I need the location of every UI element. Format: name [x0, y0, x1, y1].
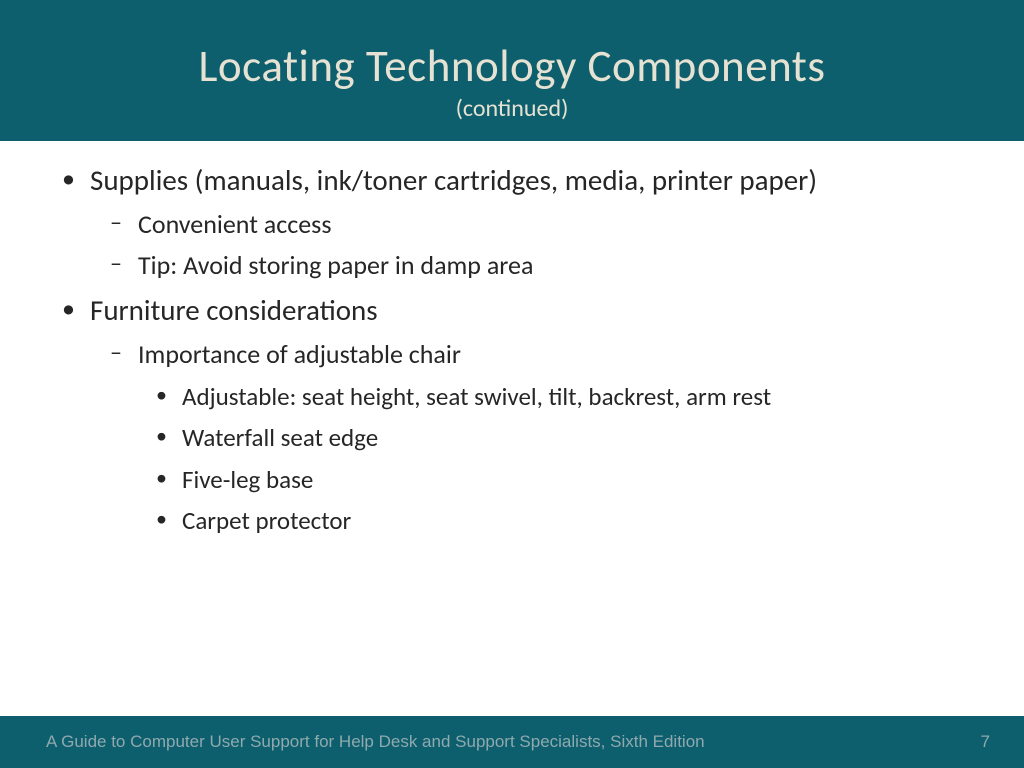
list-item: Waterfall seat edge — [182, 419, 974, 457]
slide: Locating Technology Components (continue… — [0, 0, 1024, 768]
slide-body: Supplies (manuals, ink/toner cartridges,… — [0, 141, 1024, 717]
list-item: Convenient access — [138, 206, 974, 244]
page-number: 7 — [950, 732, 990, 752]
bullet-text: Importance of adjustable chair — [138, 338, 461, 370]
slide-footer: A Guide to Computer User Support for Hel… — [0, 716, 1024, 768]
bullet-text: Supplies (manuals, ink/toner cartridges,… — [90, 162, 817, 198]
bullet-list: Importance of adjustable chair Adjustabl… — [90, 336, 974, 540]
bullet-list: Adjustable: seat height, seat swivel, ti… — [138, 378, 974, 540]
list-item: Tip: Avoid storing paper in damp area — [138, 247, 974, 285]
list-item: Adjustable: seat height, seat swivel, ti… — [182, 378, 974, 416]
list-item: Furniture considerations Importance of a… — [90, 291, 974, 540]
bullet-text: Convenient access — [138, 208, 332, 240]
bullet-list: Supplies (manuals, ink/toner cartridges,… — [50, 161, 974, 540]
list-item: Carpet protector — [182, 502, 974, 540]
slide-subtitle: (continued) — [20, 94, 1004, 123]
bullet-text: Carpet protector — [182, 505, 351, 536]
bullet-text: Waterfall seat edge — [182, 422, 378, 453]
bullet-text: Furniture considerations — [90, 292, 378, 328]
slide-title: Locating Technology Components — [20, 42, 1004, 92]
footer-text: A Guide to Computer User Support for Hel… — [46, 732, 950, 752]
bullet-text: Tip: Avoid storing paper in damp area — [138, 249, 533, 281]
bullet-list: Convenient access Tip: Avoid storing pap… — [90, 206, 974, 285]
list-item: Importance of adjustable chair Adjustabl… — [138, 336, 974, 540]
bullet-text: Adjustable: seat height, seat swivel, ti… — [182, 381, 771, 412]
list-item: Five-leg base — [182, 461, 974, 499]
bullet-text: Five-leg base — [182, 464, 313, 495]
slide-header: Locating Technology Components (continue… — [0, 0, 1024, 141]
list-item: Supplies (manuals, ink/toner cartridges,… — [90, 161, 974, 286]
